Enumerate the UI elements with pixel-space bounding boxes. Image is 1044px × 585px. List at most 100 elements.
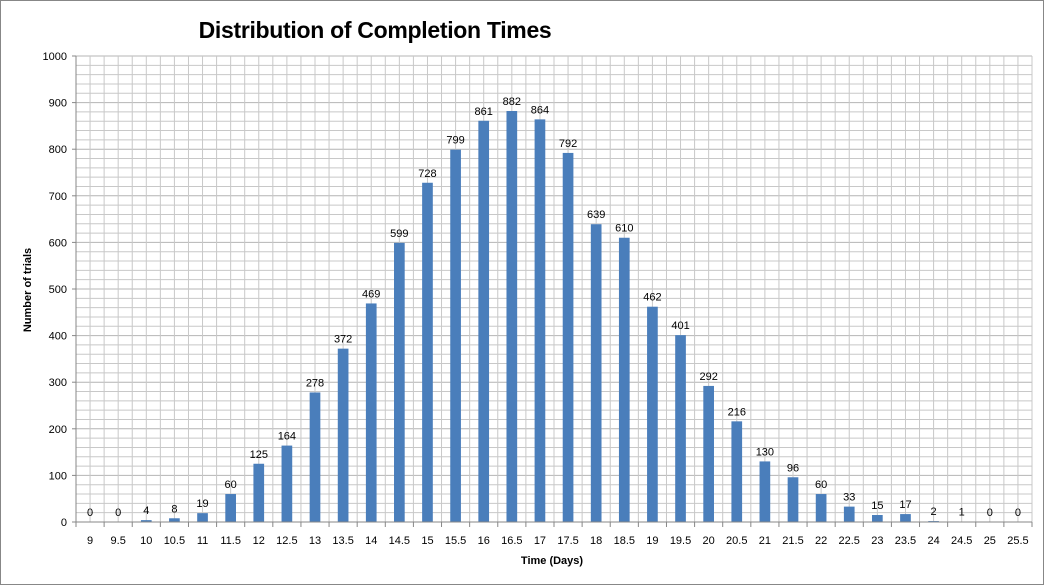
x-tick-label: 25.5	[1007, 535, 1028, 547]
x-tick-label: 13.5	[332, 535, 353, 547]
data-label: 882	[503, 96, 521, 108]
data-label: 469	[362, 288, 380, 300]
y-tick-label: 100	[49, 470, 67, 482]
x-tick-label: 16.5	[501, 535, 522, 547]
x-tick-label: 24	[927, 535, 939, 547]
bar	[450, 149, 461, 522]
x-tick-label: 14	[365, 535, 377, 547]
bar	[759, 461, 771, 522]
x-tick-label: 10	[140, 535, 152, 547]
y-tick-label: 1000	[43, 51, 67, 63]
data-label: 0	[987, 507, 993, 519]
x-tick-label: 16	[478, 535, 490, 547]
bar	[422, 182, 433, 522]
bar	[534, 119, 546, 522]
x-tick-label: 23	[871, 535, 883, 547]
chart-title: Distribution of Completion Times	[198, 17, 552, 43]
bar	[872, 515, 883, 522]
x-tick-label: 21	[759, 535, 771, 547]
bar	[787, 477, 799, 522]
data-label: 599	[390, 228, 408, 240]
x-tick-label: 14.5	[389, 535, 410, 547]
bar	[506, 110, 518, 522]
data-label: 130	[756, 446, 774, 458]
data-label: 278	[306, 377, 324, 389]
bar	[197, 513, 208, 522]
y-tick-label: 600	[49, 237, 67, 249]
grid-lines	[75, 55, 1033, 523]
y-tick-label: 200	[49, 424, 67, 436]
data-label: 4	[143, 505, 149, 517]
data-label: 639	[587, 209, 605, 221]
bar	[618, 237, 630, 523]
x-tick-label: 15.5	[445, 535, 466, 547]
data-label: 610	[615, 223, 633, 235]
bar	[900, 514, 911, 522]
y-tick-labels: 0 100 200 300 400 500 600 700 800 900 1000	[43, 51, 67, 529]
bar	[731, 421, 743, 522]
y-tick-label: 800	[49, 144, 67, 156]
bar	[478, 120, 490, 523]
data-label: 0	[87, 507, 93, 519]
bar	[675, 335, 686, 522]
data-label: 17	[899, 499, 911, 511]
y-tick-label: 900	[49, 98, 67, 110]
data-labels: 0 0 4 8 196012516427837246959972879986188286…	[87, 96, 1021, 519]
data-label: 2	[931, 506, 937, 518]
bar	[169, 518, 180, 522]
data-label: 96	[787, 462, 799, 474]
axes	[72, 55, 1033, 527]
data-label: 864	[531, 104, 549, 116]
data-label: 125	[250, 449, 268, 461]
y-tick-label: 700	[49, 191, 67, 203]
x-tick-label: 25	[984, 535, 996, 547]
data-label: 19	[196, 498, 208, 510]
y-tick-label: 500	[49, 284, 67, 296]
bar	[703, 385, 714, 522]
bar	[647, 306, 658, 522]
x-tick-label: 20	[703, 535, 715, 547]
bar	[225, 494, 236, 522]
x-tick-label: 23.5	[895, 535, 916, 547]
x-tick-label: 17.5	[557, 535, 578, 547]
data-label: 15	[871, 500, 883, 512]
x-tick-label: 11.5	[220, 535, 241, 547]
x-tick-label: 9.5	[111, 535, 126, 547]
x-tick-label: 12.5	[276, 535, 297, 547]
bar	[281, 445, 293, 522]
data-label: 861	[475, 106, 493, 118]
data-label: 216	[728, 406, 746, 418]
bar	[815, 494, 827, 522]
bar	[140, 520, 152, 522]
bar	[394, 242, 405, 522]
data-label: 799	[446, 135, 464, 147]
data-label: 164	[278, 431, 296, 443]
data-label: 33	[843, 492, 855, 504]
bar	[337, 348, 349, 522]
bar	[590, 224, 602, 522]
x-tick-label: 22.5	[839, 535, 860, 547]
x-tick-label: 11	[197, 535, 208, 547]
bar	[843, 506, 855, 522]
data-label: 372	[334, 334, 352, 346]
bar	[365, 303, 377, 522]
x-tick-label: 22	[815, 535, 827, 547]
data-label: 1	[959, 507, 965, 519]
data-label: 292	[699, 371, 717, 383]
bar	[309, 392, 321, 522]
x-tick-label: 15	[421, 535, 433, 547]
data-label: 60	[225, 479, 237, 491]
x-tick-label: 10.5	[164, 535, 185, 547]
x-tick-label: 19	[646, 535, 658, 547]
bar	[562, 152, 574, 523]
x-tick-label: 20.5	[726, 535, 747, 547]
data-label: 401	[671, 320, 689, 332]
x-tick-label: 21.5	[782, 535, 803, 547]
y-axis-title: Number of trials	[22, 248, 34, 332]
x-tick-label: 9	[87, 535, 93, 547]
data-label: 0	[1015, 507, 1021, 519]
x-tick-label: 18	[590, 535, 602, 547]
x-tick-label: 17	[534, 535, 546, 547]
data-label: 462	[643, 292, 661, 304]
